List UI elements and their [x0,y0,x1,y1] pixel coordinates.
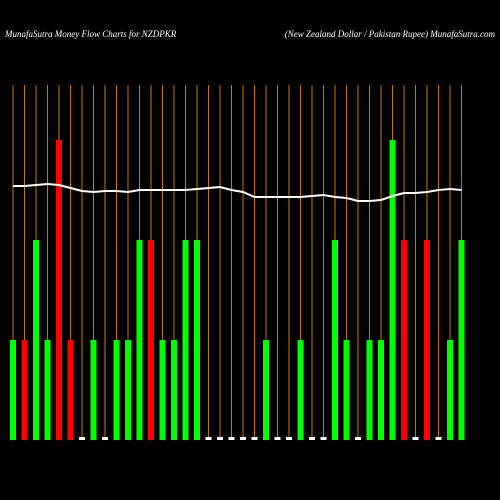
bar [205,437,212,440]
bar [228,437,235,440]
bar [102,437,108,440]
bar [309,437,315,440]
bar [286,437,292,440]
bar [125,340,131,440]
chart-title: MunafaSutra Money Flow Charts for NZDPKR [4,29,177,39]
bar [44,340,51,440]
bar [366,340,373,440]
bar [194,240,200,440]
bar [21,340,28,440]
chart-subtitle: (New Zealand Dollar / Pakistan Rupee) Mu… [285,29,496,39]
bar [332,240,338,440]
bar [217,437,223,440]
bar [33,240,39,440]
bar [401,240,407,440]
bar [424,240,430,440]
bar [136,240,143,440]
bar [56,140,62,440]
bar [355,437,361,440]
bar [79,437,85,440]
bar [458,240,465,440]
bar [263,340,269,440]
bar [171,340,177,440]
bar [113,340,120,440]
bar [240,437,246,440]
bar [378,340,384,440]
bar [343,340,350,440]
money-flow-line [13,182,462,202]
bar [435,437,442,440]
bar [182,240,189,440]
bar [251,437,258,440]
bar [67,340,74,440]
bar [320,437,327,440]
bar [447,340,453,440]
bar [159,340,166,440]
bar [90,340,97,440]
bar [148,240,154,440]
bar [412,437,419,440]
bar [274,437,281,440]
bar [389,140,396,440]
bar [297,340,304,440]
bar [10,340,16,440]
